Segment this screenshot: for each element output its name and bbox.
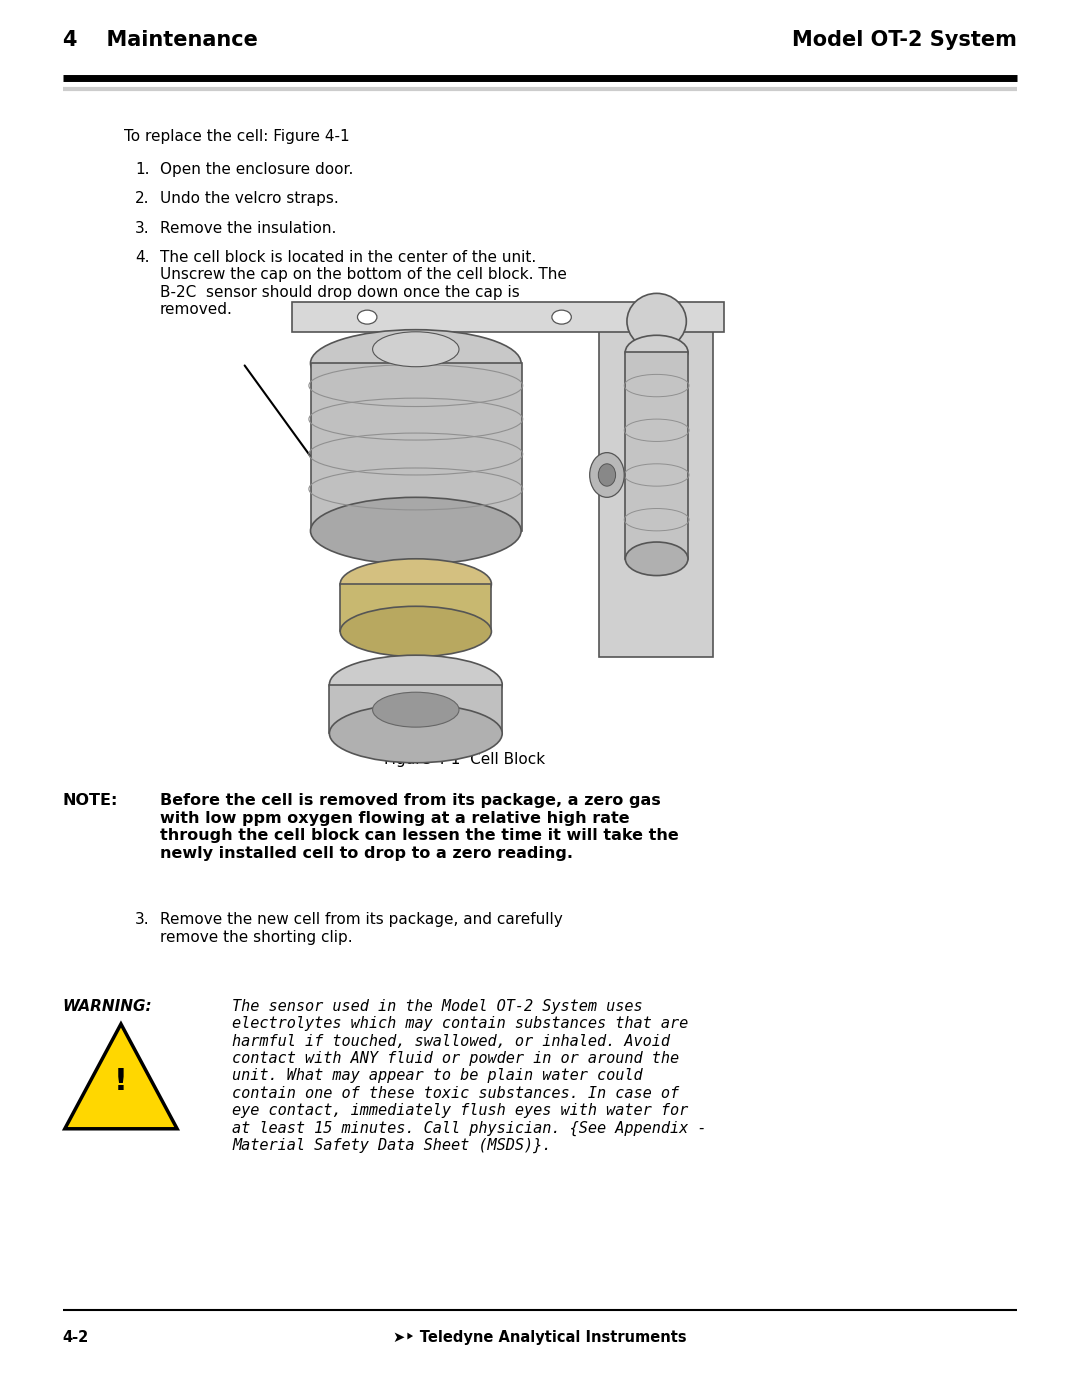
Ellipse shape [329,704,502,763]
Text: 2.: 2. [135,191,149,207]
Ellipse shape [626,293,687,349]
FancyBboxPatch shape [311,363,522,531]
Ellipse shape [625,335,688,369]
Ellipse shape [340,606,491,657]
Ellipse shape [552,310,571,324]
Text: 4.: 4. [135,250,149,265]
FancyBboxPatch shape [625,352,688,559]
Text: To replace the cell: Figure 4-1: To replace the cell: Figure 4-1 [124,129,350,144]
Text: Remove the new cell from its package, and carefully
remove the shorting clip.: Remove the new cell from its package, an… [160,912,563,944]
Circle shape [590,453,624,497]
Text: Model OT-2 System: Model OT-2 System [793,31,1017,50]
Text: WARNING:: WARNING: [63,999,152,1014]
Text: Undo the velcro straps.: Undo the velcro straps. [160,191,339,207]
Ellipse shape [311,330,522,397]
Ellipse shape [625,542,688,576]
Text: Open the enclosure door.: Open the enclosure door. [160,162,353,177]
Text: 3.: 3. [135,912,150,928]
FancyBboxPatch shape [292,302,724,332]
Text: Remove the insulation.: Remove the insulation. [160,221,336,236]
Ellipse shape [357,310,377,324]
Text: 3.: 3. [135,221,150,236]
Text: Figure 4-1  Cell Block: Figure 4-1 Cell Block [383,752,545,767]
Ellipse shape [340,559,491,609]
FancyBboxPatch shape [340,584,491,631]
Ellipse shape [311,497,522,564]
Text: NOTE:: NOTE: [63,793,118,809]
Ellipse shape [373,693,459,726]
Polygon shape [65,1024,177,1129]
Text: 4    Maintenance: 4 Maintenance [63,31,257,50]
Text: 1.: 1. [135,162,149,177]
FancyBboxPatch shape [599,321,713,657]
Text: 4-2: 4-2 [63,1330,89,1345]
Text: ➤‣ Teledyne Analytical Instruments: ➤‣ Teledyne Analytical Instruments [393,1330,687,1345]
Text: The cell block is located in the center of the unit.
Unscrew the cap on the bott: The cell block is located in the center … [160,250,567,317]
FancyBboxPatch shape [329,685,502,733]
Text: Before the cell is removed from its package, a zero gas
with low ppm oxygen flow: Before the cell is removed from its pack… [160,793,678,861]
Circle shape [598,464,616,486]
Ellipse shape [373,331,459,367]
Text: The sensor used in the Model OT-2 System uses
electrolytes which may contain sub: The sensor used in the Model OT-2 System… [232,999,706,1154]
Text: !: ! [114,1067,127,1097]
Ellipse shape [329,655,502,714]
